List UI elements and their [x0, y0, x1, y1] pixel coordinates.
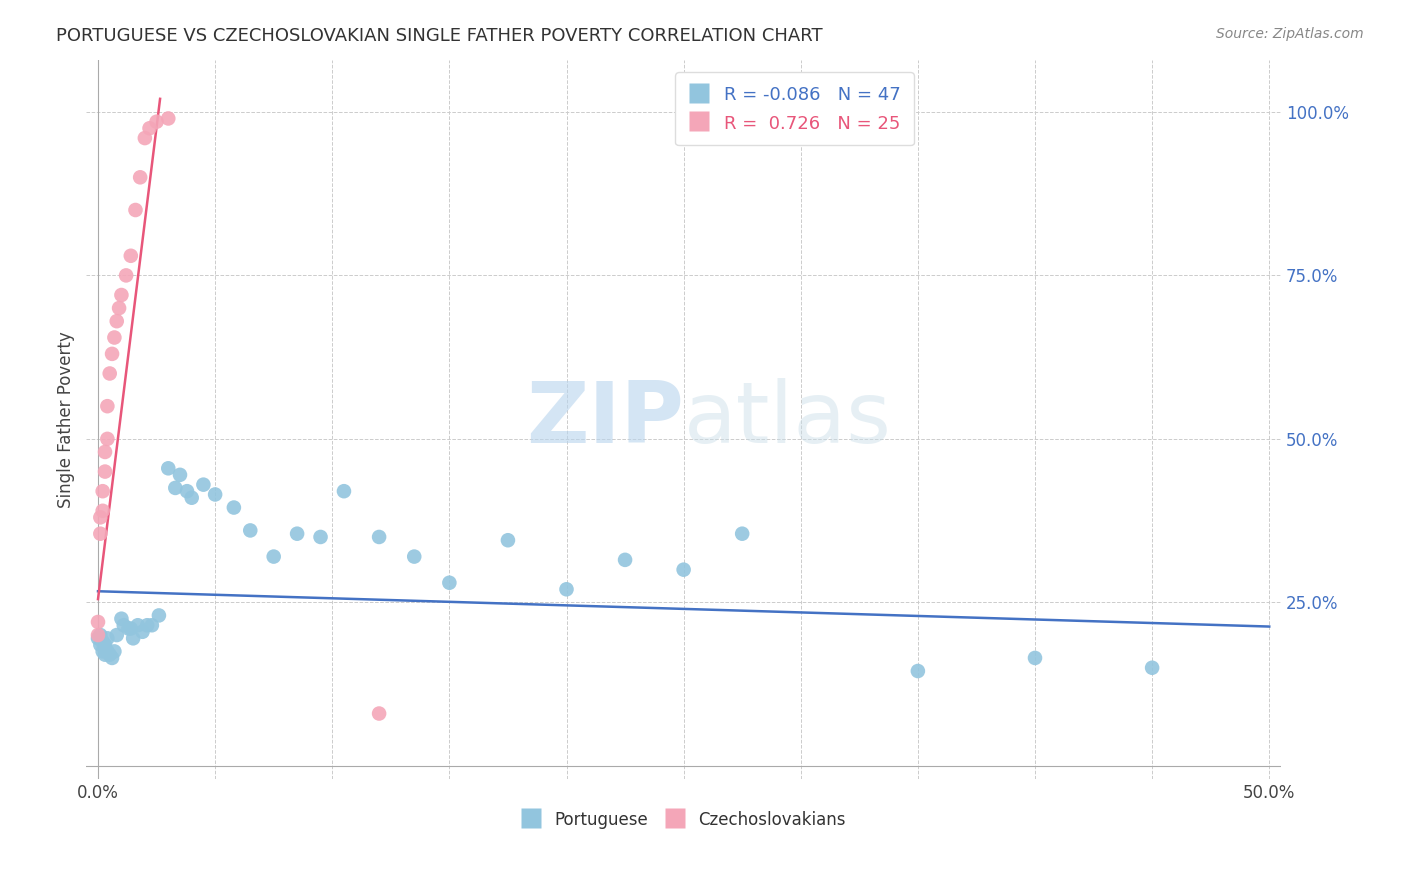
Point	[87, 615, 110, 629]
Text: PORTUGUESE VS CZECHOSLOVAKIAN SINGLE FATHER POVERTY CORRELATION CHART: PORTUGUESE VS CZECHOSLOVAKIAN SINGLE FAT…	[56, 27, 823, 45]
Point	[117, 622, 139, 636]
Point	[94, 465, 117, 479]
Point	[496, 533, 519, 548]
Point	[115, 268, 138, 283]
Point	[91, 644, 114, 658]
Point	[1140, 661, 1163, 675]
Point	[105, 628, 128, 642]
Point	[157, 112, 180, 126]
Point	[98, 367, 121, 381]
Point	[91, 634, 114, 648]
Point	[157, 461, 180, 475]
Point	[89, 526, 111, 541]
Point	[555, 582, 578, 597]
Point	[309, 530, 332, 544]
Point	[368, 706, 391, 721]
Point	[731, 526, 754, 541]
Point	[101, 651, 124, 665]
Point	[239, 524, 262, 538]
Point	[96, 432, 118, 446]
Point	[94, 638, 117, 652]
Point	[285, 526, 308, 541]
Point	[105, 314, 128, 328]
Point	[112, 618, 135, 632]
Point	[91, 504, 114, 518]
Point	[169, 467, 191, 482]
Point	[89, 638, 111, 652]
Point	[148, 608, 170, 623]
Point	[204, 487, 226, 501]
Point	[101, 347, 124, 361]
Point	[103, 644, 125, 658]
Point	[108, 301, 131, 315]
Point	[110, 612, 132, 626]
Point	[404, 549, 426, 564]
Point	[180, 491, 202, 505]
Point	[134, 131, 156, 145]
Point	[127, 618, 149, 632]
Point	[98, 648, 121, 662]
Point	[907, 664, 929, 678]
Point	[672, 563, 695, 577]
Point	[193, 477, 215, 491]
Point	[439, 575, 461, 590]
Point	[120, 249, 142, 263]
Point	[94, 648, 117, 662]
Text: atlas: atlas	[683, 377, 891, 461]
Point	[614, 553, 637, 567]
Y-axis label: Single Father Poverty: Single Father Poverty	[58, 331, 75, 508]
Point	[110, 288, 132, 302]
Point	[145, 114, 167, 128]
Point	[96, 399, 118, 413]
Point	[120, 622, 142, 636]
Point	[129, 170, 152, 185]
Point	[89, 510, 111, 524]
Point	[91, 484, 114, 499]
Legend: Portuguese, Czechoslovakians: Portuguese, Czechoslovakians	[515, 804, 852, 835]
Point	[87, 632, 110, 646]
Point	[176, 484, 198, 499]
Text: ZIP: ZIP	[526, 377, 683, 461]
Point	[94, 445, 117, 459]
Point	[333, 484, 356, 499]
Point	[87, 628, 110, 642]
Point	[222, 500, 245, 515]
Point	[89, 628, 111, 642]
Point	[1024, 651, 1046, 665]
Point	[122, 632, 145, 646]
Point	[141, 618, 163, 632]
Point	[263, 549, 285, 564]
Point	[124, 202, 146, 217]
Point	[165, 481, 187, 495]
Point	[131, 624, 153, 639]
Point	[103, 330, 125, 344]
Point	[138, 121, 160, 136]
Point	[96, 632, 118, 646]
Text: Source: ZipAtlas.com: Source: ZipAtlas.com	[1216, 27, 1364, 41]
Point	[96, 644, 118, 658]
Point	[368, 530, 391, 544]
Point	[136, 618, 159, 632]
